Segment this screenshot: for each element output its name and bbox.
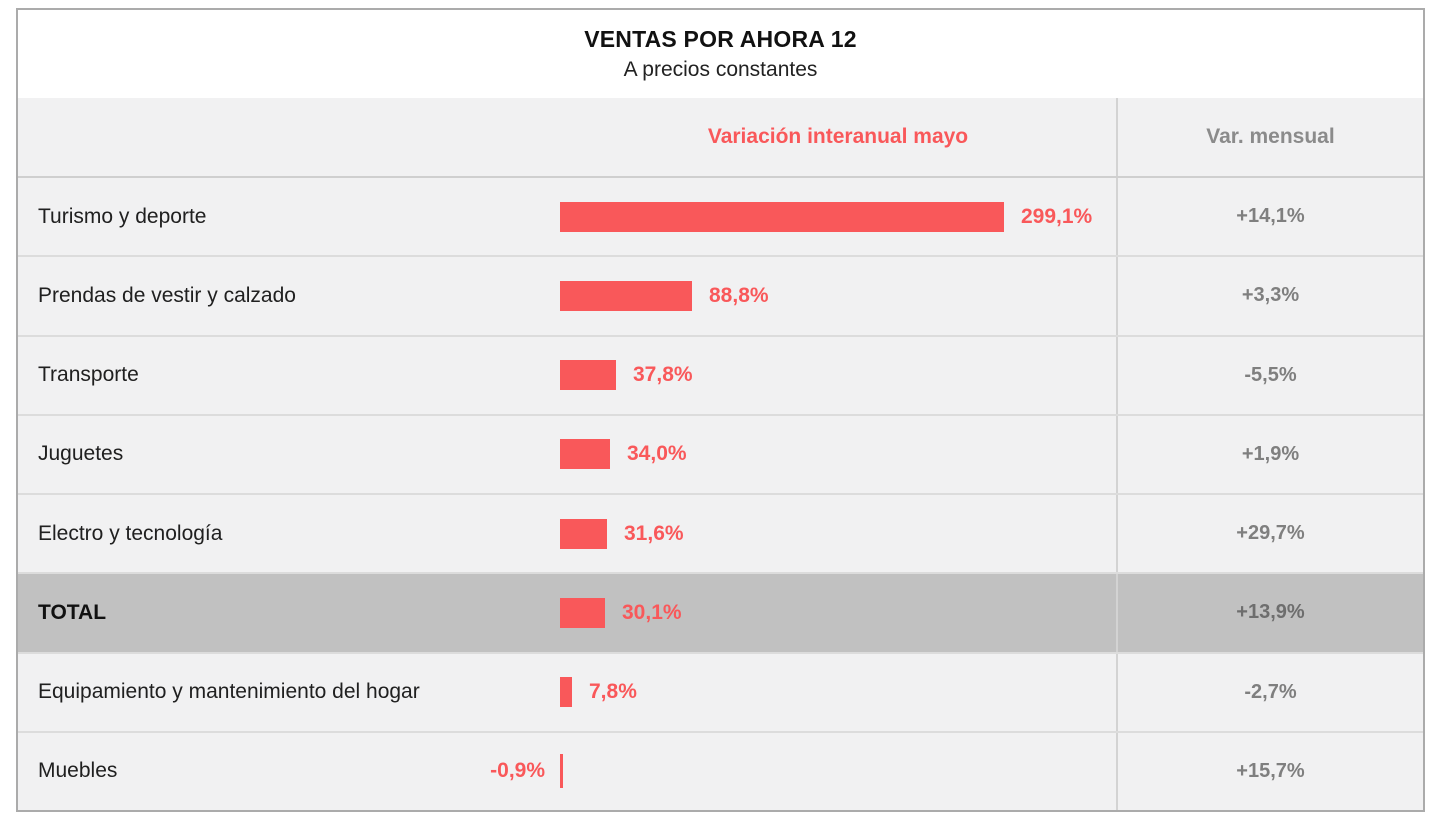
bar-cell: 31,6% xyxy=(560,495,1116,572)
bar-value-label: 31,6% xyxy=(624,521,684,545)
bar-value-label: 37,8% xyxy=(633,363,693,387)
monthly-variation-value: -2,7% xyxy=(1116,653,1423,731)
monthly-variation-value: +14,1% xyxy=(1116,178,1423,256)
chart-subtitle: A precios constantes xyxy=(623,58,818,81)
bar xyxy=(560,518,607,549)
table-row: Electro y tecnología 31,6% +29,7% xyxy=(18,495,1423,575)
bar-cell: 88,8% xyxy=(560,257,1116,334)
header-empty-cell xyxy=(18,98,560,176)
bar xyxy=(560,677,572,708)
table-row: Equipamiento y mantenimiento del hogar 7… xyxy=(18,653,1423,733)
monthly-variation-value: +29,7% xyxy=(1116,495,1423,573)
table-row: Muebles -0,9% +15,7% xyxy=(18,732,1423,810)
category-label: Prendas de vestir y calzado xyxy=(38,283,296,307)
bar xyxy=(560,597,605,628)
table-row: Prendas de vestir y calzado 88,8% +3,3% xyxy=(18,257,1423,337)
monthly-variation-value: +3,3% xyxy=(1116,257,1423,335)
bar xyxy=(560,201,1004,232)
chart-title: VENTAS POR AHORA 12 xyxy=(584,26,857,52)
bar-cell: 7,8% xyxy=(560,654,1116,731)
bar-value-label: 299,1% xyxy=(1021,204,1093,228)
data-table: Variación interanual mayo Var. mensual T… xyxy=(18,98,1423,810)
monthly-variation-value: +1,9% xyxy=(1116,415,1423,493)
bar-cell: -0,9% xyxy=(490,733,1116,810)
table-row: TOTAL 30,1% +13,9% xyxy=(18,574,1423,654)
bar xyxy=(560,360,616,391)
bar-value-label: 7,8% xyxy=(589,680,637,704)
bar-value-label-negative: -0,9% xyxy=(490,759,545,783)
bar-cell: 34,0% xyxy=(560,416,1116,493)
bar-cell: 299,1% xyxy=(560,178,1116,255)
bar-value-label: 88,8% xyxy=(709,283,769,307)
category-label: Juguetes xyxy=(38,442,124,466)
table-row: Juguetes 34,0% +1,9% xyxy=(18,415,1423,495)
category-label: Turismo y deporte xyxy=(38,204,207,228)
bar-value-label: 30,1% xyxy=(622,600,682,624)
table-row: Turismo y deporte 299,1% +14,1% xyxy=(18,178,1423,258)
bar-cell: 30,1% xyxy=(560,574,1116,651)
chart-header: VENTAS POR AHORA 12 A precios constantes xyxy=(18,10,1423,98)
column-header-mensual: Var. mensual xyxy=(1116,98,1423,176)
column-header-interanual: Variación interanual mayo xyxy=(707,125,969,148)
table-header-row: Variación interanual mayo Var. mensual xyxy=(18,98,1423,178)
category-label: Muebles xyxy=(38,759,118,783)
bar-cell: 37,8% xyxy=(560,337,1116,414)
bar xyxy=(560,754,563,789)
category-label: Equipamiento y mantenimiento del hogar xyxy=(38,680,420,704)
bar xyxy=(560,280,692,311)
monthly-variation-value: +13,9% xyxy=(1116,574,1423,652)
monthly-variation-value: +15,7% xyxy=(1116,732,1423,810)
category-label: Transporte xyxy=(38,363,139,387)
chart-board: VENTAS POR AHORA 12 A precios constantes… xyxy=(16,8,1425,812)
category-label: TOTAL xyxy=(38,600,107,624)
monthly-variation-value: -5,5% xyxy=(1116,336,1423,414)
bar xyxy=(560,439,610,470)
bar-value-label: 34,0% xyxy=(627,442,687,466)
table-row: Transporte 37,8% -5,5% xyxy=(18,336,1423,416)
category-label: Electro y tecnología xyxy=(38,521,223,545)
